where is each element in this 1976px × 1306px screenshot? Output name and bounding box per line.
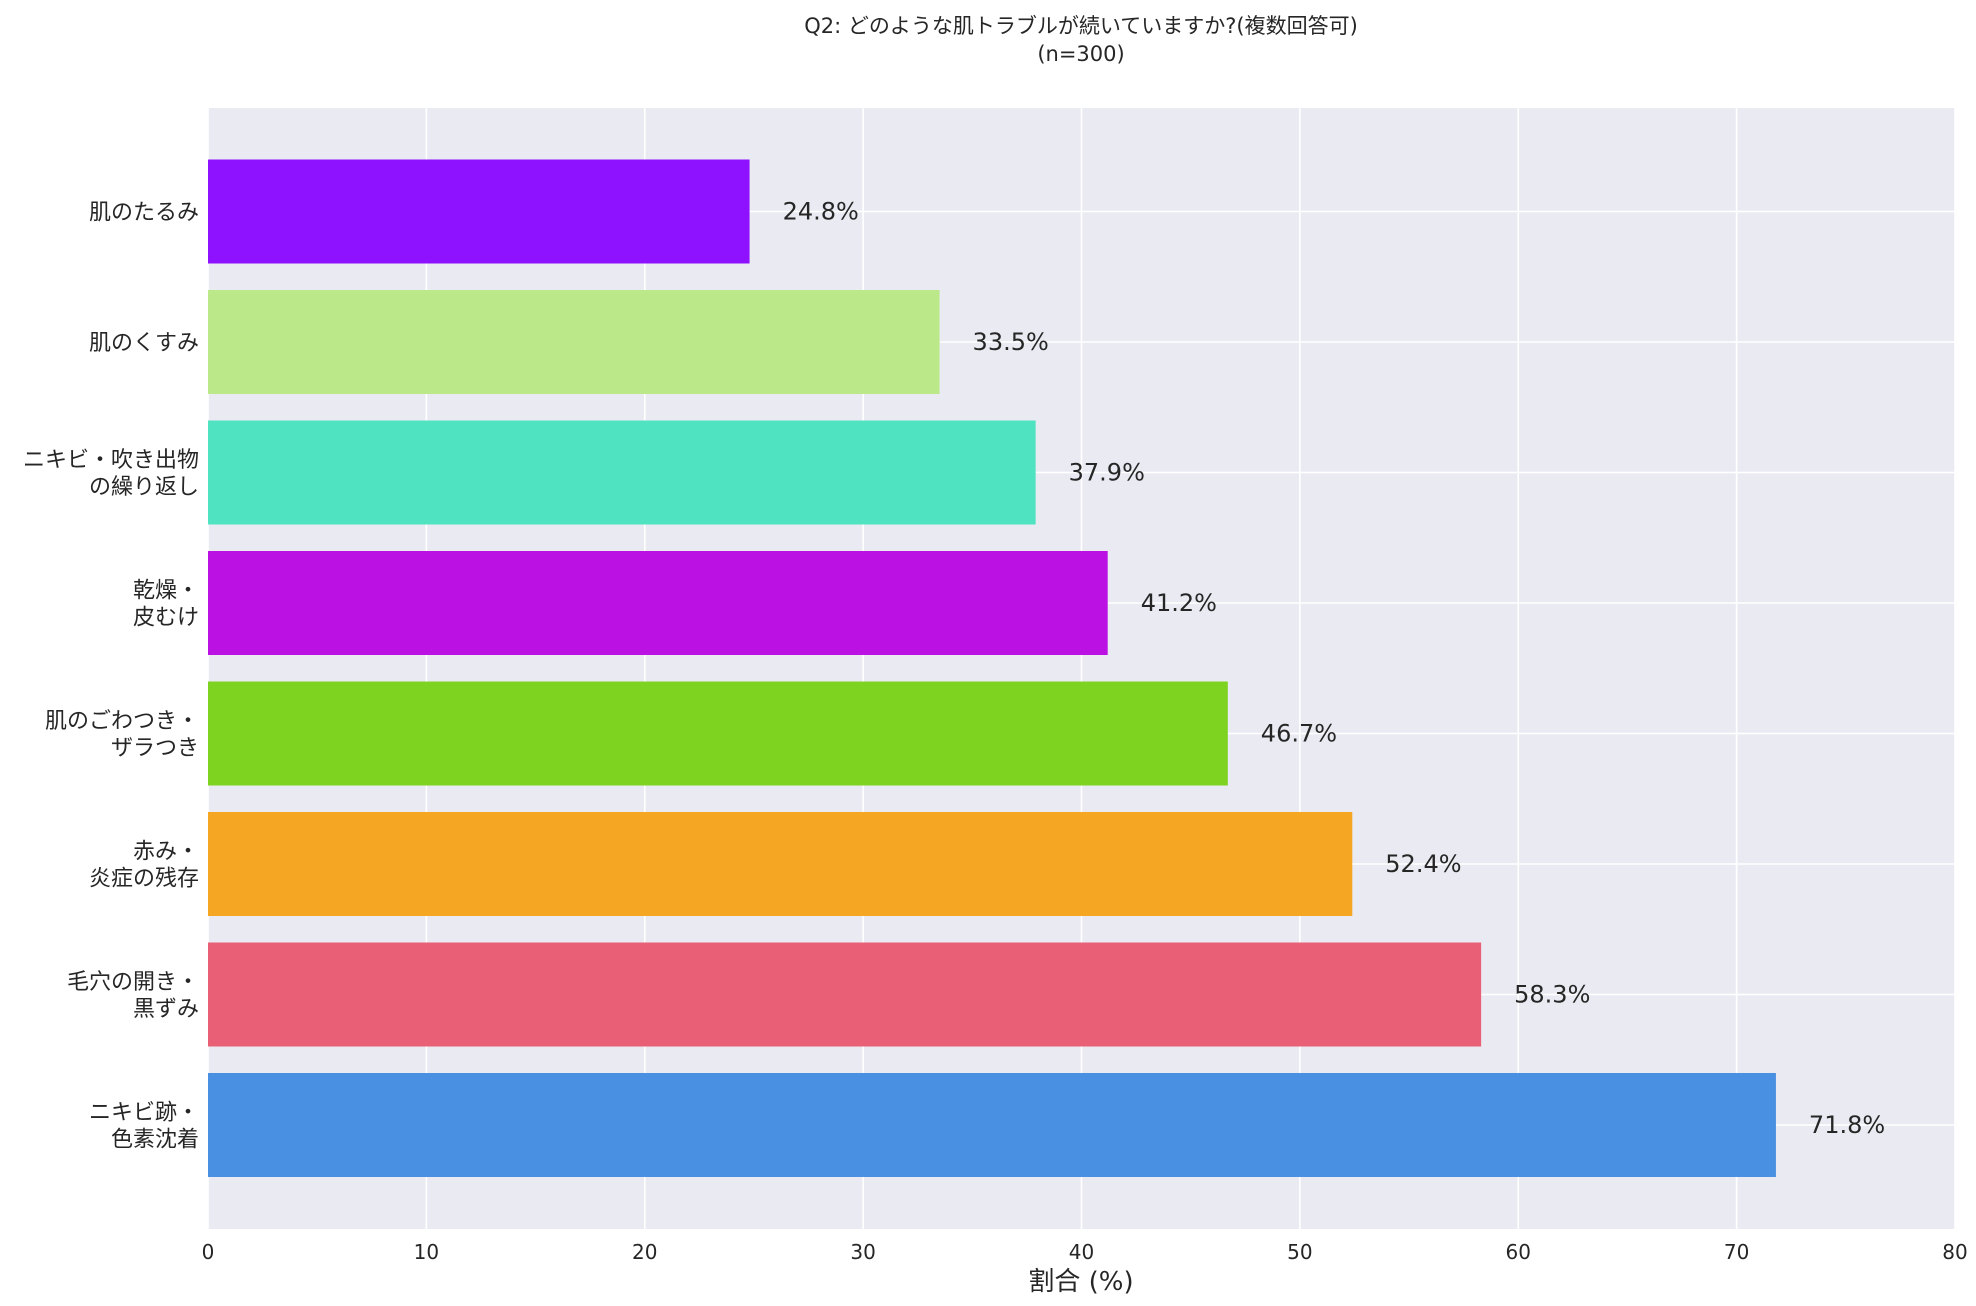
x-tick-label: 70: [1724, 1240, 1749, 1264]
category-label: 黒ずみ: [133, 997, 199, 1022]
category-label: 肌のごわつき・: [45, 709, 199, 734]
value-label: 71.8%: [1809, 1111, 1885, 1139]
x-tick-label: 20: [632, 1240, 657, 1264]
value-label: 52.4%: [1385, 850, 1461, 878]
value-labels: 24.8% 33.5% 37.9% 41.2% 46.7% 52.4% 58.3% 71.8%: [783, 198, 1886, 1140]
bars: [208, 159, 1776, 1177]
category-label: 色素沈着: [111, 1128, 199, 1153]
category-label: 肌のたるみ: [89, 201, 199, 226]
category-labels: 肌のたるみ肌のくすみニキビ・吹き出物の繰り返し乾燥・皮むけ肌のごわつき・ザラつき…: [23, 201, 199, 1153]
bar: [208, 942, 1482, 1047]
x-axis-label: 割合 (%): [1028, 1267, 1133, 1297]
category-label: 皮むけ: [133, 606, 199, 631]
x-tick-label: 60: [1506, 1240, 1531, 1264]
x-tick-label: 30: [850, 1240, 875, 1264]
bar: [208, 551, 1108, 655]
x-tick-label: 0: [202, 1240, 215, 1264]
bar: [208, 159, 750, 264]
bar: [208, 420, 1036, 525]
category-label: 肌のくすみ: [89, 331, 199, 356]
chart-subtitle: (n=300): [1037, 42, 1124, 66]
x-tick-labels: 0 10 20 30 40 50 60 70 80: [202, 1240, 1968, 1264]
value-label: 58.3%: [1514, 981, 1590, 1009]
value-label: 37.9%: [1069, 459, 1145, 487]
value-label: 24.8%: [783, 198, 859, 226]
x-tick-label: 40: [1069, 1240, 1094, 1264]
category-label: の繰り返し: [89, 475, 199, 500]
bar: [208, 812, 1353, 916]
bar: [208, 290, 940, 394]
category-label: 炎症の残存: [89, 867, 199, 892]
value-label: 33.5%: [973, 328, 1049, 356]
value-label: 41.2%: [1141, 589, 1217, 617]
category-label: 赤み・: [133, 840, 199, 865]
x-tick-label: 50: [1287, 1240, 1312, 1264]
category-label: ニキビ・吹き出物: [23, 448, 199, 473]
x-tick-label: 10: [414, 1240, 439, 1264]
value-label: 46.7%: [1261, 720, 1337, 748]
category-label: 乾燥・: [133, 579, 199, 604]
category-label: ザラつき: [111, 736, 199, 761]
chart-title: Q2: どのような肌トラブルが続いていますか?(複数回答可): [804, 14, 1358, 38]
x-tick-label: 80: [1942, 1240, 1967, 1264]
category-label: 毛穴の開き・: [67, 970, 199, 995]
category-label: ニキビ跡・: [89, 1101, 199, 1126]
bar: [208, 681, 1228, 786]
bar: [208, 1073, 1776, 1177]
